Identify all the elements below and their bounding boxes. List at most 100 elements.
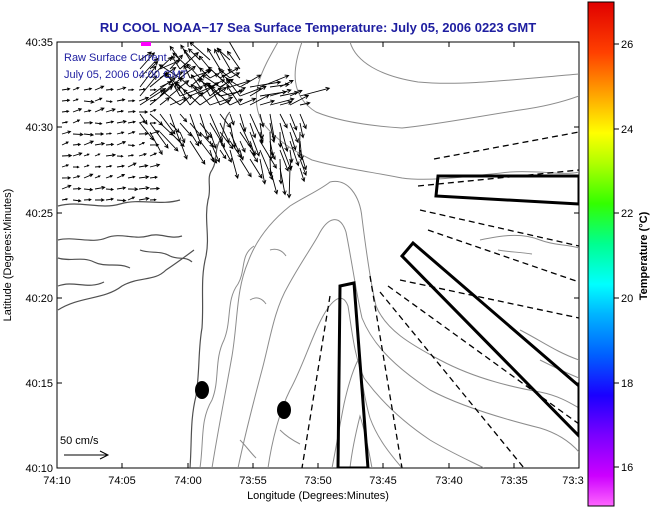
current-vector (116, 86, 127, 91)
current-vector (225, 77, 241, 97)
current-vector (127, 175, 136, 179)
current-vector (94, 175, 101, 179)
current-vector (72, 119, 81, 124)
current-vector (288, 158, 293, 171)
current-vector (149, 163, 161, 168)
current-vector (286, 167, 292, 199)
x-tick-label: 73:40 (435, 475, 463, 487)
current-vector (249, 131, 260, 157)
current-vector (149, 85, 174, 106)
current-vector (138, 96, 150, 102)
colorbar-tick-label: 18 (621, 378, 633, 390)
current-vector (94, 165, 102, 168)
current-vector (179, 131, 186, 144)
current-vector (189, 122, 202, 137)
current-vector (116, 186, 127, 190)
current-vector (269, 88, 292, 97)
current-vector (149, 175, 158, 179)
x-tick-label: 74:00 (174, 475, 202, 487)
warm-pixel-patch (141, 42, 151, 46)
colorbar-tick-label: 16 (621, 462, 633, 474)
current-vector (61, 87, 71, 91)
colorbar-tick-label: 20 (621, 293, 633, 305)
current-vector (297, 131, 302, 159)
current-vector (179, 77, 191, 88)
current-vector (83, 198, 92, 202)
current-vector (299, 122, 305, 139)
current-vector (279, 149, 289, 172)
current-vector (83, 87, 93, 91)
current-vector (138, 164, 149, 168)
current-vector (139, 52, 155, 70)
current-vector (239, 149, 244, 161)
current-vector (105, 197, 115, 201)
x-tick-label: 74:10 (43, 475, 71, 487)
current-vector (219, 140, 232, 163)
current-vector (169, 54, 184, 70)
current-vector (61, 153, 73, 158)
current-vector (72, 108, 83, 113)
current-vector (138, 87, 147, 91)
current-vector (289, 113, 298, 131)
current-vector (83, 121, 94, 125)
y-tick-label: 40:15 (25, 378, 53, 390)
current-vector (138, 152, 148, 157)
current-vector (149, 186, 161, 191)
current-vector (94, 107, 105, 113)
current-vector (138, 186, 150, 191)
current-vector (228, 42, 241, 61)
current-vector (105, 100, 113, 103)
current-vector (94, 153, 101, 157)
current-vector (179, 140, 188, 160)
current-vector (249, 158, 263, 179)
current-vector (289, 140, 300, 167)
current-vector (269, 122, 276, 144)
current-vector (139, 110, 149, 114)
current-vector (116, 131, 125, 135)
current-vector (72, 175, 81, 179)
current-vector (269, 97, 295, 106)
current-vector (127, 144, 136, 147)
current-vector (159, 131, 179, 152)
current-vector (116, 198, 127, 203)
current-vector (149, 109, 157, 113)
current-vector (105, 175, 114, 179)
current-vector (149, 88, 157, 92)
current-vector (299, 86, 331, 97)
current-vector (169, 97, 187, 106)
current-vector (83, 140, 95, 146)
current-vector (72, 142, 82, 147)
colorbar-tick-label: 24 (621, 124, 633, 136)
current-vector (138, 196, 150, 201)
current-vector (259, 99, 276, 106)
current-vector (189, 42, 211, 61)
current-vector (239, 140, 246, 153)
current-vector (127, 130, 136, 135)
current-vector (127, 120, 137, 124)
current-vector (229, 72, 241, 79)
current-vector (249, 94, 270, 106)
current-vector (182, 88, 201, 106)
current-vector (149, 198, 157, 202)
current-vector (249, 149, 259, 163)
current-vector (83, 187, 94, 192)
current-vector (217, 68, 231, 79)
current-vector (94, 185, 106, 190)
current-vector (198, 67, 211, 79)
current-vector (269, 167, 279, 195)
x-tick-label: 73:3 (562, 475, 583, 487)
current-vector (239, 74, 262, 88)
current-vector (219, 149, 227, 160)
current-vector (169, 71, 184, 79)
current-vector (289, 131, 297, 151)
current-vector (249, 140, 256, 157)
current-vector (200, 76, 211, 97)
current-vector (95, 198, 105, 202)
current-vector (201, 74, 221, 88)
current-vector (105, 187, 115, 191)
current-vector (127, 88, 135, 91)
current-vector (61, 164, 70, 168)
current-vector (259, 140, 277, 169)
current-vector (116, 109, 125, 113)
current-vector (94, 141, 106, 146)
